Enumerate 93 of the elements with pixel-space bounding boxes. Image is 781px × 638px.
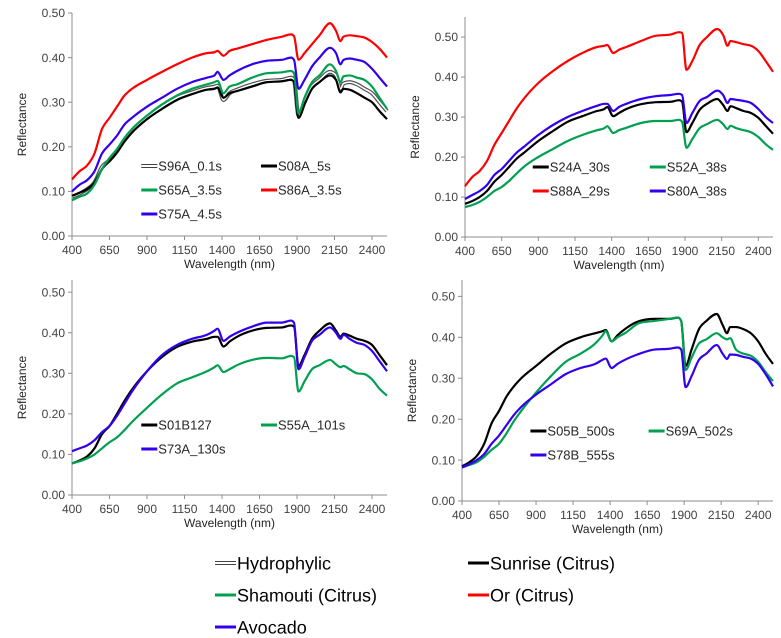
legend-label: S08A_5s bbox=[278, 158, 332, 174]
x-tick-label: 2150 bbox=[321, 243, 348, 257]
x-tick-label: 2400 bbox=[358, 502, 386, 516]
x-tick-label: 2150 bbox=[708, 244, 736, 258]
x-tick-label: 900 bbox=[136, 243, 158, 257]
x-tick-label: 400 bbox=[452, 508, 472, 522]
x-axis-title: Wavelength (nm) bbox=[572, 522, 663, 536]
y-tick-label: 0.50 bbox=[42, 285, 66, 300]
x-axis-title: Wavelength (nm) bbox=[184, 257, 275, 271]
x-tick-label: 1650 bbox=[634, 508, 661, 522]
y-tick-label: 0.40 bbox=[42, 50, 66, 65]
x-tick-label: 1650 bbox=[246, 243, 274, 257]
line-series bbox=[464, 28, 774, 188]
x-tick-label: 1150 bbox=[172, 243, 198, 257]
x-tick-label: 400 bbox=[62, 243, 82, 257]
y-tick-label: 0.20 bbox=[432, 412, 456, 426]
category-label: Hydrophylic bbox=[237, 553, 332, 574]
x-tick-label: 1400 bbox=[208, 502, 236, 516]
legend-label: S73A_130s bbox=[158, 442, 226, 457]
legend-label: S88A_29s bbox=[550, 184, 610, 199]
y-tick-label: 0.30 bbox=[42, 366, 66, 380]
line-series bbox=[460, 344, 774, 469]
x-tick-label: 1900 bbox=[284, 502, 311, 516]
y-tick-label: 0.10 bbox=[434, 190, 458, 204]
x-tick-label: 1150 bbox=[172, 502, 198, 516]
x-tick-label: 900 bbox=[526, 508, 546, 522]
x-tick-label: 1650 bbox=[246, 502, 274, 516]
x-tick-label: 1400 bbox=[596, 508, 624, 522]
category-label: Avocado bbox=[237, 617, 307, 638]
y-tick-label: 0.00 bbox=[434, 230, 458, 244]
legend-label: S52A_38s bbox=[666, 160, 728, 175]
y-tick-label: 0.50 bbox=[432, 290, 456, 304]
legend-label: S24A_30s bbox=[550, 160, 610, 175]
legend-label: S86A_3.5s bbox=[278, 182, 342, 198]
line-series bbox=[464, 118, 774, 208]
x-tick-label: 2400 bbox=[744, 244, 772, 258]
x-tick-label: 1400 bbox=[598, 244, 626, 258]
x-tick-label: 900 bbox=[136, 502, 158, 516]
y-tick-label: 0.10 bbox=[42, 448, 66, 462]
x-tick-label: 1900 bbox=[672, 244, 699, 258]
x-tick-label: 2150 bbox=[708, 508, 735, 522]
y-tick-label: 0.40 bbox=[434, 70, 458, 84]
x-tick-label: 2150 bbox=[321, 502, 348, 516]
category-label: Sunrise (Citrus) bbox=[490, 553, 616, 574]
category-label: Or (Citrus) bbox=[490, 585, 574, 606]
x-tick-label: 650 bbox=[492, 244, 512, 258]
category-label: Shamouti (Citrus) bbox=[237, 585, 378, 606]
legend-label: S55A_101s bbox=[278, 418, 346, 433]
legend-label: S78B_555s bbox=[547, 448, 616, 463]
y-tick-label: 0.00 bbox=[432, 494, 456, 508]
x-tick-label: 1400 bbox=[208, 243, 236, 257]
y-tick-label: 0.20 bbox=[434, 150, 458, 164]
legend-label: S96A_0.1s bbox=[158, 158, 222, 174]
x-tick-label: 650 bbox=[489, 508, 510, 522]
y-tick-label: 0.40 bbox=[42, 326, 66, 340]
legend-label: S05B_500s bbox=[547, 424, 616, 439]
x-tick-label: 400 bbox=[62, 502, 82, 516]
x-tick-label: 650 bbox=[99, 243, 120, 257]
y-tick-label: 0.20 bbox=[42, 407, 66, 422]
y-axis-title: Reflectance bbox=[405, 358, 419, 422]
line-series bbox=[70, 354, 388, 464]
y-tick-label: 0.30 bbox=[42, 95, 66, 110]
legend-label: S65A_3.5s bbox=[158, 182, 222, 198]
y-tick-label: 0.10 bbox=[432, 453, 456, 468]
x-tick-label: 2400 bbox=[744, 508, 772, 522]
y-axis-title: Reflectance bbox=[408, 94, 422, 159]
y-tick-label: 0.00 bbox=[42, 229, 66, 244]
y-tick-label: 0.50 bbox=[434, 30, 458, 44]
x-tick-label: 1650 bbox=[634, 244, 662, 258]
x-tick-label: 2400 bbox=[358, 243, 386, 257]
legend-label: S01B127 bbox=[158, 418, 212, 433]
x-tick-label: 650 bbox=[99, 502, 120, 516]
y-axis-title: Reflectance bbox=[15, 355, 29, 420]
y-axis-title: Reflectance bbox=[15, 92, 29, 156]
y-tick-label: 0.30 bbox=[432, 371, 456, 386]
y-tick-label: 0.20 bbox=[42, 140, 66, 154]
x-tick-label: 1900 bbox=[284, 243, 311, 257]
x-tick-label: 900 bbox=[528, 244, 549, 258]
y-tick-label: 0.50 bbox=[42, 6, 66, 20]
line-series bbox=[70, 22, 388, 180]
y-tick-label: 0.00 bbox=[42, 488, 66, 502]
x-tick-label: 1900 bbox=[670, 508, 698, 522]
y-tick-label: 0.10 bbox=[42, 184, 66, 199]
y-tick-label: 0.40 bbox=[432, 330, 456, 344]
x-tick-label: 400 bbox=[454, 244, 476, 258]
y-tick-label: 0.30 bbox=[434, 110, 458, 124]
legend-label: S75A_4.5s bbox=[158, 206, 222, 222]
legend-label: S80A_38s bbox=[666, 184, 728, 199]
legend-label: S69A_502s bbox=[666, 424, 734, 439]
x-tick-label: 1150 bbox=[560, 508, 586, 522]
x-axis-title: Wavelength (nm) bbox=[184, 516, 275, 530]
x-axis-title: Wavelength (nm) bbox=[574, 258, 664, 272]
x-tick-label: 1150 bbox=[562, 244, 588, 258]
